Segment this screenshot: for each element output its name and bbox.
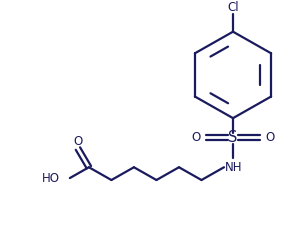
Text: O: O	[191, 131, 201, 144]
Text: O: O	[265, 131, 275, 144]
Text: Cl: Cl	[227, 1, 239, 14]
Text: NH: NH	[225, 161, 243, 174]
Text: S: S	[228, 130, 238, 145]
Text: HO: HO	[42, 172, 60, 185]
Text: O: O	[73, 135, 83, 148]
